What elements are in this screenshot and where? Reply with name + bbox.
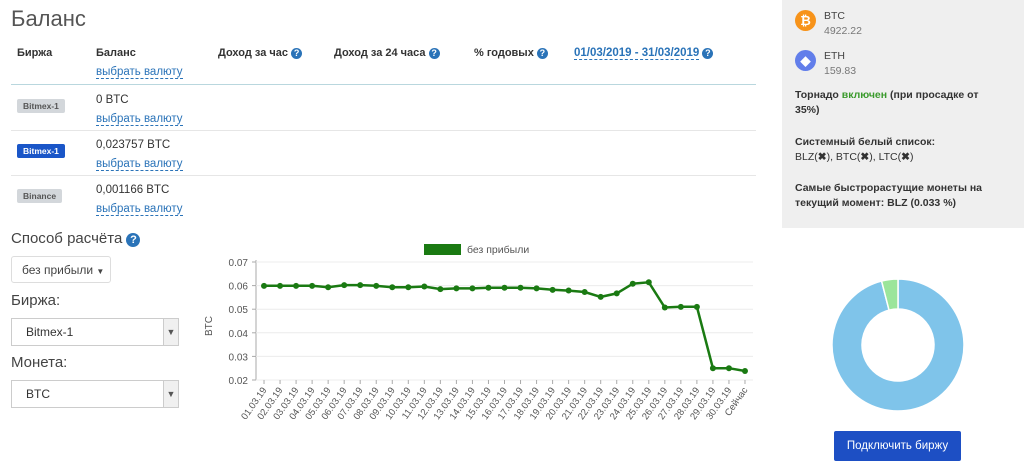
y-tick-label: 0.04 <box>229 329 249 340</box>
data-point <box>405 284 412 291</box>
whitelist-title: Системный белый список: <box>795 136 936 148</box>
data-point <box>629 280 636 287</box>
y-tick-label: 0.03 <box>229 352 249 363</box>
data-point <box>677 303 684 310</box>
remove-icon[interactable]: ✖ <box>860 151 870 163</box>
exchange-badge[interactable]: Binance <box>17 186 63 204</box>
data-point <box>277 282 284 289</box>
caret-down-icon: ▼ <box>96 267 105 276</box>
data-point <box>357 282 364 289</box>
data-point <box>501 284 508 291</box>
coin-label: Монета: <box>11 354 68 371</box>
data-point <box>389 284 396 291</box>
chevron-down-icon: ▼ <box>163 381 178 407</box>
exchange-badge[interactable]: Bitmex-1 <box>17 141 65 159</box>
data-point <box>325 284 332 291</box>
select-currency-link[interactable]: выбрать валюту <box>96 203 183 216</box>
date-range-picker[interactable]: 01/03/2019 - 31/03/2019 ? <box>574 47 714 60</box>
col-annual-header: % годовых ? <box>474 47 548 59</box>
data-point <box>645 279 652 286</box>
exchange-label: Биржа: <box>11 292 61 309</box>
data-point <box>261 282 268 289</box>
exchange-badge[interactable]: Bitmex-1 <box>17 96 65 114</box>
remove-icon[interactable]: ✖ <box>817 151 827 163</box>
y-tick-label: 0.05 <box>229 305 249 316</box>
calc-method-dropdown[interactable]: без прибыли ▼ <box>11 256 111 283</box>
data-point <box>581 288 588 295</box>
data-point <box>469 285 476 292</box>
series-line <box>264 280 746 373</box>
remove-icon[interactable]: ✖ <box>901 151 910 163</box>
col-income-24h-header: Доход за 24 часа ? <box>334 47 440 59</box>
row-divider <box>11 175 756 176</box>
help-icon[interactable]: ? <box>702 48 714 59</box>
data-point <box>373 282 380 289</box>
data-point <box>693 303 700 310</box>
coin-select[interactable]: BTC ▼ <box>11 380 179 408</box>
col-balance-header: Баланс <box>96 47 136 59</box>
balance-donut-chart <box>831 278 965 412</box>
select-currency-link[interactable]: выбрать валюту <box>96 113 183 126</box>
data-point <box>485 284 492 291</box>
row-divider <box>11 130 756 131</box>
calc-method-label: Способ расчёта ? <box>11 230 141 247</box>
balance-value: 0,023757 BTC <box>96 139 171 151</box>
bitcoin-icon: ₿ <box>795 10 816 31</box>
data-point <box>661 304 668 311</box>
data-point <box>341 282 348 289</box>
y-tick-label: 0.07 <box>229 258 249 269</box>
legend-label: без прибыли <box>467 244 529 256</box>
balance-chart: без прибыли BTC 0.07 0.06 0.05 0.04 0.03 0.02… <box>204 244 753 422</box>
legend-swatch <box>424 244 461 255</box>
y-tick-label: 0.06 <box>229 282 249 293</box>
col-income-hour-header: Доход за час ? <box>218 47 303 59</box>
page-title: Баланс <box>11 6 86 31</box>
data-point <box>613 290 620 297</box>
data-point <box>437 286 444 293</box>
data-point <box>725 365 732 372</box>
connect-exchange-button[interactable]: Подключить биржу <box>834 431 961 461</box>
header-select-currency-link[interactable]: выбрать валюту <box>96 66 183 79</box>
help-icon[interactable]: ? <box>291 48 303 59</box>
donut-slice <box>880 278 899 312</box>
coin-name: ETH <box>824 50 845 62</box>
y-tick-label: 0.02 <box>229 376 249 387</box>
help-icon[interactable]: ? <box>126 233 141 247</box>
data-point <box>293 282 300 289</box>
coin-name: BTC <box>824 10 845 22</box>
ethereum-icon: ◆ <box>795 50 816 71</box>
help-icon[interactable]: ? <box>536 48 548 59</box>
info-panel <box>782 0 1024 228</box>
col-exchange-header: Биржа <box>17 47 53 59</box>
donut-slice <box>831 278 965 412</box>
coin-price: 159.83 <box>824 65 857 77</box>
y-axis-label: BTC <box>204 316 215 336</box>
data-point <box>533 285 540 292</box>
data-point <box>517 284 524 291</box>
tornado-status-text: Торнадо включен (при просадке от 35%) <box>795 89 979 116</box>
data-point <box>549 286 556 293</box>
chevron-down-icon: ▼ <box>163 319 178 345</box>
coin-price: 4922.22 <box>824 25 862 37</box>
select-currency-link[interactable]: выбрать валюту <box>96 158 183 171</box>
data-point <box>741 368 748 375</box>
help-icon[interactable]: ? <box>428 48 440 59</box>
whitelist-items: BLZ(✖), BTC(✖), LTC(✖) <box>795 151 914 163</box>
data-point <box>421 283 428 290</box>
balance-value: 0,001166 BTC <box>96 184 170 196</box>
data-point <box>597 293 604 300</box>
exchange-select[interactable]: Bitmex-1 ▼ <box>11 318 179 346</box>
fastest-coins-text: Самые быстрорастущие монеты на текущий м… <box>795 182 983 209</box>
table-header-divider <box>11 84 756 85</box>
data-point <box>309 282 316 289</box>
data-point <box>709 365 716 372</box>
data-point <box>453 285 460 292</box>
balance-value: 0 BTC <box>96 94 129 106</box>
data-point <box>565 287 572 294</box>
